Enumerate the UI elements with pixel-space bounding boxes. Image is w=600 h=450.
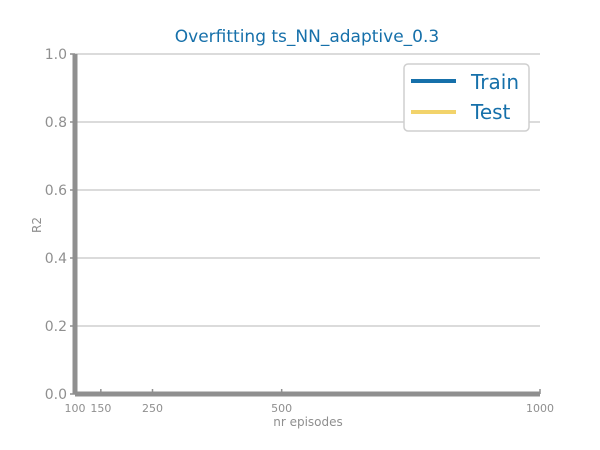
y-tick-label: 0.2	[45, 319, 67, 335]
legend-train-label: Train	[470, 70, 519, 94]
y-tick-label: 0.6	[45, 183, 67, 199]
x-tick-label: 500	[271, 402, 292, 415]
x-tick-label: 100	[65, 402, 86, 415]
legend-test-label: Test	[470, 100, 511, 124]
legend: Train Test	[403, 63, 530, 132]
y-tick-label: 0.8	[45, 115, 67, 131]
chart-title: Overfitting ts_NN_adaptive_0.3	[175, 27, 439, 47]
x-tick-label: 250	[142, 402, 163, 415]
x-tick-label: 150	[90, 402, 111, 415]
y-tick-label: 0.4	[45, 251, 67, 267]
y-tick-label: 1.0	[45, 47, 67, 63]
x-tick-label: 1000	[526, 402, 554, 415]
y-tick-label: 0.0	[45, 387, 67, 403]
y-axis-ticks: 0.0 0.2 0.4 0.6 0.8 1.0	[45, 47, 75, 403]
x-axis-label: nr episodes	[273, 415, 343, 429]
x-axis-ticks: 100 150 250 500 1000	[65, 389, 554, 415]
y-axis-label: R2	[30, 217, 44, 233]
